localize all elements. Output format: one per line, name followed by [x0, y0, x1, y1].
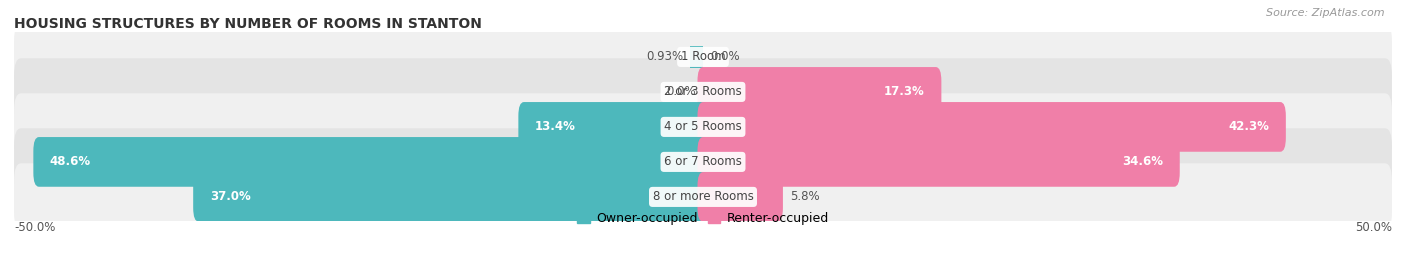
FancyBboxPatch shape	[697, 137, 1180, 187]
Text: 34.6%: 34.6%	[1122, 156, 1163, 168]
Text: 4 or 5 Rooms: 4 or 5 Rooms	[664, 120, 742, 133]
Bar	[690, 46, 703, 68]
Text: 6 or 7 Rooms: 6 or 7 Rooms	[664, 156, 742, 168]
FancyBboxPatch shape	[34, 137, 709, 187]
FancyBboxPatch shape	[193, 172, 709, 222]
Text: 13.4%: 13.4%	[534, 120, 576, 133]
Text: Source: ZipAtlas.com: Source: ZipAtlas.com	[1267, 8, 1385, 18]
FancyBboxPatch shape	[14, 23, 1392, 90]
Text: 17.3%: 17.3%	[884, 85, 925, 98]
FancyBboxPatch shape	[697, 102, 1286, 152]
Legend: Owner-occupied, Renter-occupied: Owner-occupied, Renter-occupied	[572, 207, 834, 230]
Text: HOUSING STRUCTURES BY NUMBER OF ROOMS IN STANTON: HOUSING STRUCTURES BY NUMBER OF ROOMS IN…	[14, 17, 482, 31]
Text: 37.0%: 37.0%	[209, 190, 250, 203]
Text: 1 Room: 1 Room	[681, 50, 725, 63]
FancyBboxPatch shape	[519, 102, 709, 152]
FancyBboxPatch shape	[14, 128, 1392, 195]
Text: 0.93%: 0.93%	[647, 50, 683, 63]
Text: 8 or more Rooms: 8 or more Rooms	[652, 190, 754, 203]
Text: 5.8%: 5.8%	[790, 190, 820, 203]
FancyBboxPatch shape	[14, 163, 1392, 231]
Text: 0.0%: 0.0%	[710, 50, 740, 63]
Text: 48.6%: 48.6%	[49, 156, 91, 168]
Text: 2 or 3 Rooms: 2 or 3 Rooms	[664, 85, 742, 98]
FancyBboxPatch shape	[14, 93, 1392, 160]
Text: 42.3%: 42.3%	[1229, 120, 1270, 133]
FancyBboxPatch shape	[14, 58, 1392, 126]
FancyBboxPatch shape	[697, 67, 942, 117]
Text: -50.0%: -50.0%	[14, 221, 55, 234]
Text: 50.0%: 50.0%	[1355, 221, 1392, 234]
Text: 0.0%: 0.0%	[666, 85, 696, 98]
FancyBboxPatch shape	[697, 172, 783, 222]
